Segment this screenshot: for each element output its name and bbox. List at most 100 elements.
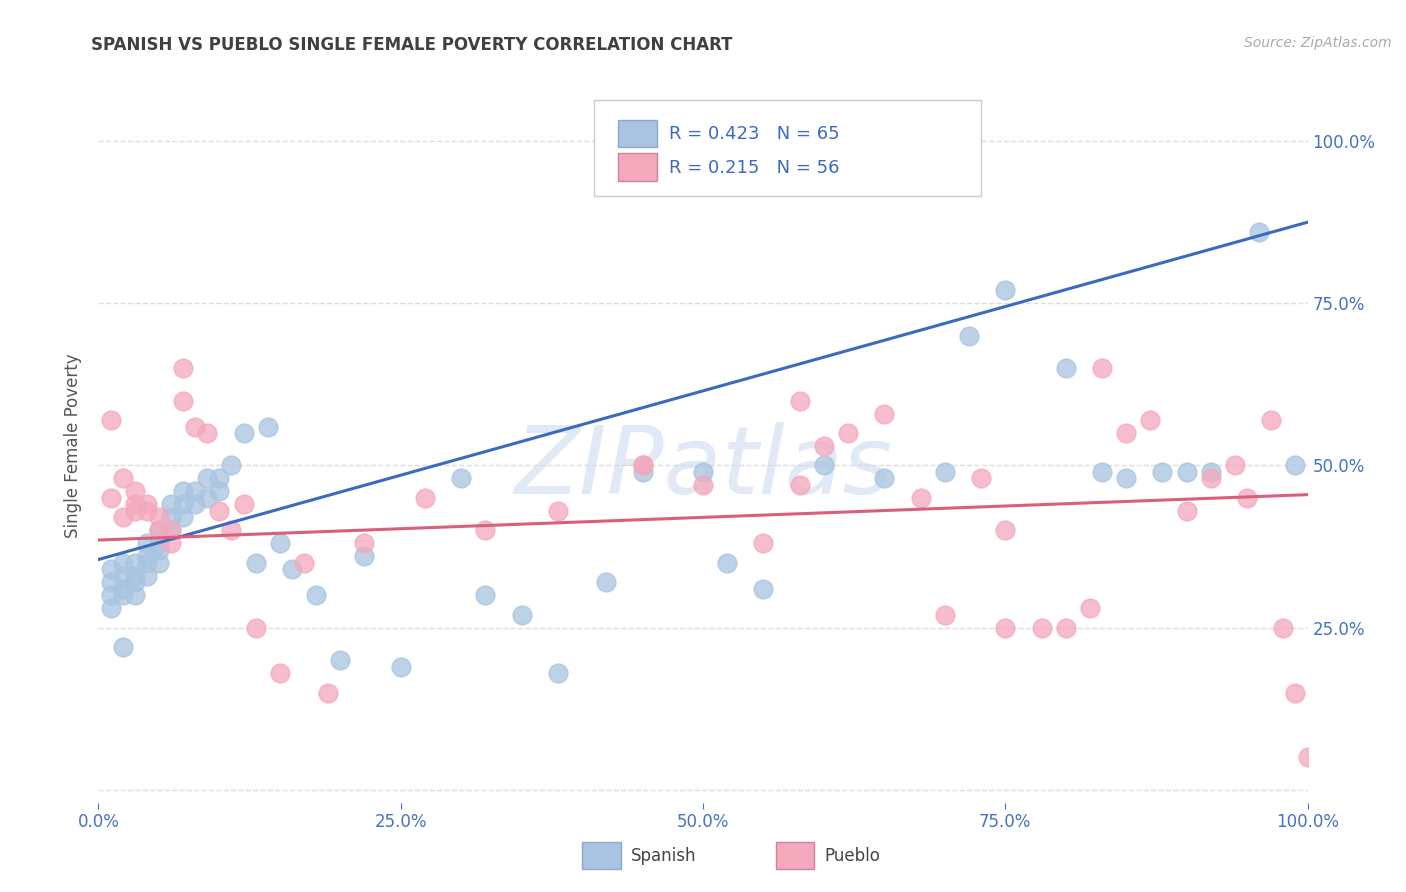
Pueblo (1175, 504, 1198, 518)
Spanish (172, 510, 194, 524)
Spanish (100, 588, 122, 602)
Spanish (631, 465, 654, 479)
Spanish (184, 497, 207, 511)
Spanish (111, 582, 134, 596)
Pueblo (873, 407, 896, 421)
Pueblo (1078, 601, 1101, 615)
Pueblo (269, 666, 291, 681)
Pueblo (813, 439, 835, 453)
Spanish (232, 425, 254, 440)
Pueblo (1054, 621, 1077, 635)
Spanish (160, 510, 183, 524)
Pueblo (752, 536, 775, 550)
Pueblo (547, 504, 569, 518)
Pueblo (124, 497, 146, 511)
Spanish (305, 588, 328, 602)
Pueblo (184, 419, 207, 434)
Spanish (752, 582, 775, 596)
Spanish (124, 575, 146, 590)
Spanish (124, 588, 146, 602)
Pueblo (135, 497, 157, 511)
FancyBboxPatch shape (595, 100, 981, 196)
Pueblo (208, 504, 231, 518)
Pueblo (124, 484, 146, 499)
FancyBboxPatch shape (582, 842, 621, 869)
Spanish (595, 575, 617, 590)
Spanish (135, 549, 157, 564)
Pueblo (1272, 621, 1295, 635)
Pueblo (148, 510, 170, 524)
Spanish (692, 465, 714, 479)
Spanish (208, 471, 231, 485)
Pueblo (160, 524, 183, 538)
Pueblo (1031, 621, 1053, 635)
FancyBboxPatch shape (776, 842, 814, 869)
Spanish (208, 484, 231, 499)
Pueblo (221, 524, 243, 538)
Pueblo (1139, 413, 1161, 427)
Spanish (510, 607, 533, 622)
Pueblo (100, 491, 122, 505)
Pueblo (631, 458, 654, 473)
Pueblo (474, 524, 496, 538)
Spanish (873, 471, 896, 485)
Pueblo (316, 685, 339, 699)
Spanish (148, 536, 170, 550)
Text: ZIPatlas: ZIPatlas (515, 422, 891, 513)
Y-axis label: Single Female Poverty: Single Female Poverty (65, 354, 83, 538)
Pueblo (172, 393, 194, 408)
Text: Spanish: Spanish (630, 847, 696, 865)
Spanish (245, 556, 267, 570)
Text: Source: ZipAtlas.com: Source: ZipAtlas.com (1244, 36, 1392, 50)
Spanish (160, 497, 183, 511)
Spanish (353, 549, 375, 564)
Spanish (148, 556, 170, 570)
Spanish (111, 556, 134, 570)
Pueblo (1260, 413, 1282, 427)
Pueblo (1296, 750, 1319, 764)
Spanish (1054, 361, 1077, 376)
Pueblo (1284, 685, 1306, 699)
Spanish (934, 465, 956, 479)
Pueblo (1236, 491, 1258, 505)
Pueblo (789, 393, 811, 408)
Spanish (135, 568, 157, 582)
FancyBboxPatch shape (619, 153, 657, 180)
Pueblo (148, 524, 170, 538)
Spanish (1091, 465, 1114, 479)
Pueblo (160, 536, 183, 550)
Spanish (100, 575, 122, 590)
Spanish (184, 484, 207, 499)
Pueblo (413, 491, 436, 505)
Spanish (195, 471, 218, 485)
Spanish (111, 640, 134, 654)
Pueblo (195, 425, 218, 440)
Text: R = 0.423   N = 65: R = 0.423 N = 65 (669, 125, 839, 143)
Spanish (547, 666, 569, 681)
Spanish (269, 536, 291, 550)
Pueblo (172, 361, 194, 376)
Pueblo (232, 497, 254, 511)
Pueblo (245, 621, 267, 635)
Pueblo (1199, 471, 1222, 485)
Spanish (148, 542, 170, 557)
Pueblo (111, 471, 134, 485)
Pueblo (910, 491, 932, 505)
Spanish (1175, 465, 1198, 479)
Pueblo (1091, 361, 1114, 376)
Spanish (172, 484, 194, 499)
Spanish (135, 536, 157, 550)
Pueblo (135, 504, 157, 518)
Spanish (957, 328, 980, 343)
Spanish (1199, 465, 1222, 479)
Spanish (195, 491, 218, 505)
Spanish (1152, 465, 1174, 479)
Pueblo (934, 607, 956, 622)
Spanish (172, 497, 194, 511)
Pueblo (631, 458, 654, 473)
Text: Pueblo: Pueblo (824, 847, 880, 865)
Spanish (160, 524, 183, 538)
Pueblo (692, 478, 714, 492)
Pueblo (353, 536, 375, 550)
Pueblo (970, 471, 993, 485)
